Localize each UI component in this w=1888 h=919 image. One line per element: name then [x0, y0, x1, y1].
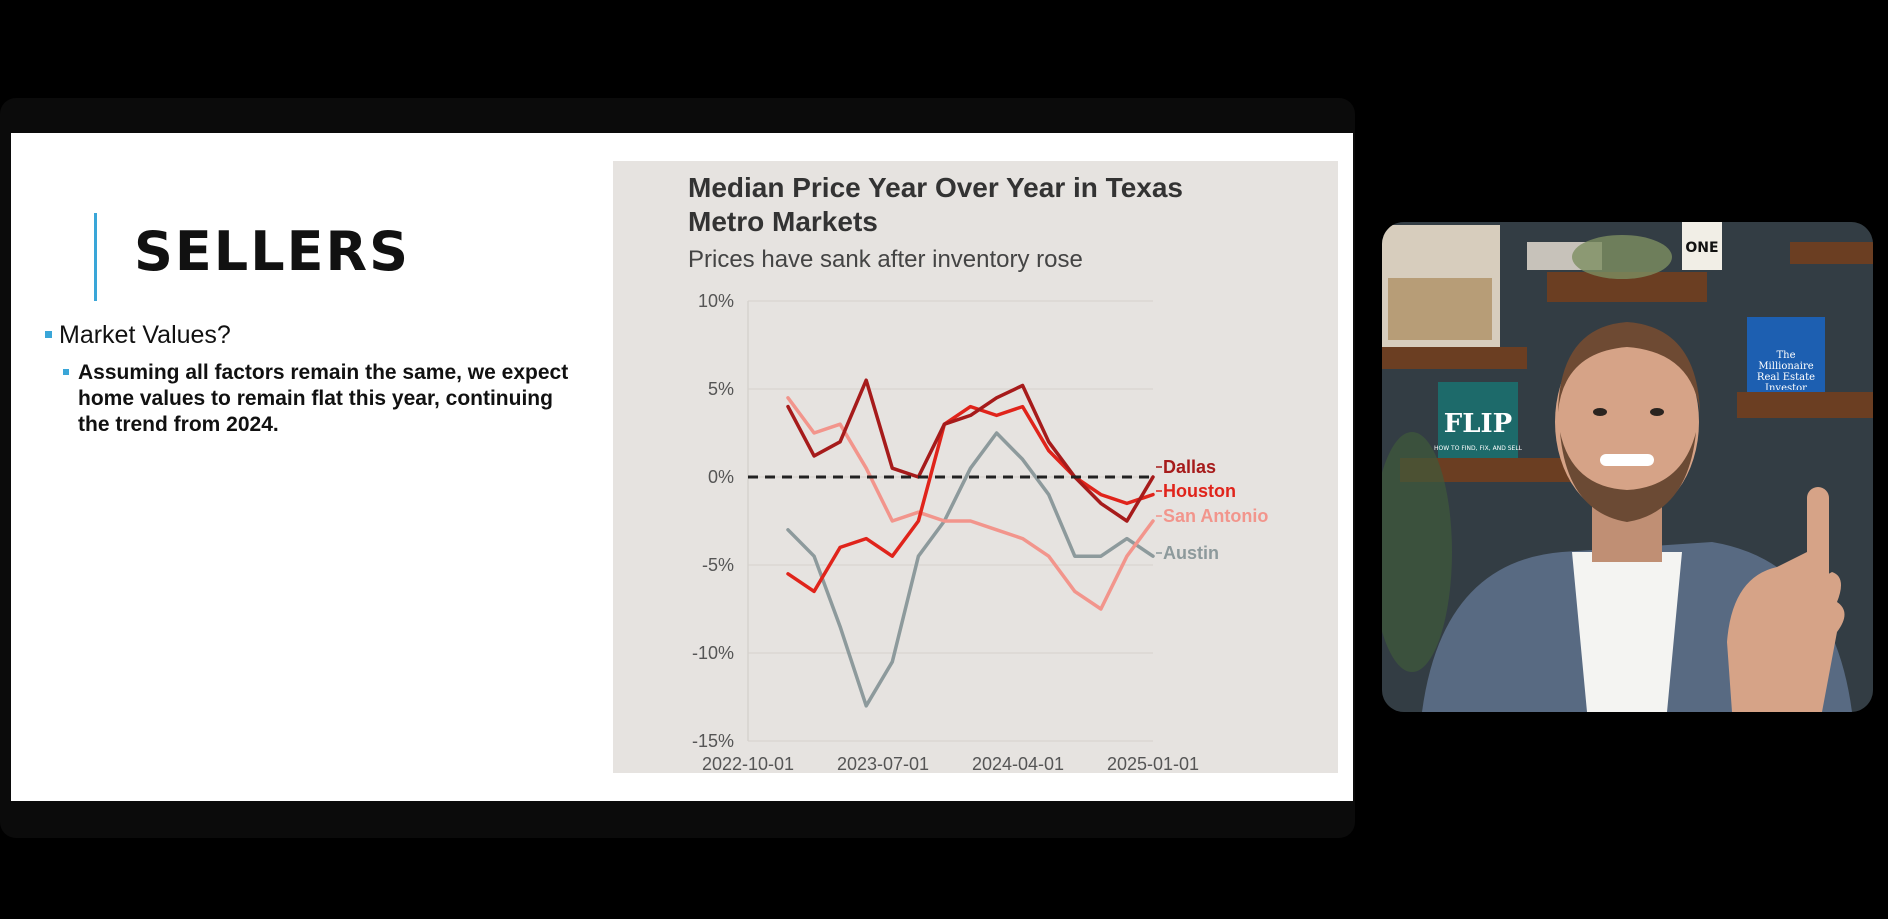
y-tick-label: -5%	[702, 555, 734, 575]
series-label: San Antonio	[1163, 506, 1268, 526]
series-labels: Dallas Houston San Antonio Austin	[1156, 457, 1268, 563]
book-flip-title: FLIP	[1444, 409, 1512, 439]
book-millionaire-title: The Millionaire Real Estate Investor	[1756, 350, 1816, 390]
chart-canvas: Median Price Year Over Year in Texas Met…	[688, 172, 1268, 773]
x-tick-label: 2023-07-01	[837, 754, 929, 773]
series-line-austin	[786, 431, 1155, 708]
bullet-list: Market Values? Assuming all factors rema…	[43, 321, 583, 438]
y-tick-label: 10%	[698, 291, 734, 311]
x-tick-label: 2022-10-01	[702, 754, 794, 773]
plant	[1382, 432, 1452, 672]
series-line-houston	[786, 404, 1155, 594]
book-one	[1682, 222, 1722, 270]
shelf	[1382, 347, 1527, 369]
series-label: Dallas	[1163, 457, 1216, 477]
presenter-beard	[1560, 432, 1696, 522]
y-tick-label: 0%	[708, 467, 734, 487]
y-axis: 10% 5% 0% -5% -10% -15%	[692, 291, 734, 751]
series-label: Houston	[1163, 481, 1236, 501]
bullet-item: Market Values?	[43, 321, 583, 350]
series-line-dallas	[786, 378, 1155, 523]
sub-bullet-text: Assuming all factors remain the same, we…	[78, 361, 569, 436]
slide-title: SELLERS	[134, 220, 410, 283]
chart-title-line-1: Median Price Year Over Year in Texas	[688, 172, 1183, 203]
book-flip	[1438, 382, 1518, 458]
series-line-san-antonio	[786, 396, 1155, 611]
y-tick-label: -15%	[692, 731, 734, 751]
book-flip-subtitle: HOW TO FIND, FIX, AND SELL	[1434, 445, 1523, 452]
book-one-title: ONE	[1685, 240, 1718, 256]
x-tick-label: 2025-01-01	[1107, 754, 1199, 773]
y-tick-label: 5%	[708, 379, 734, 399]
bullet-square-icon	[63, 369, 69, 375]
presenter-hand	[1727, 552, 1845, 712]
presenter-shirt	[1572, 552, 1682, 712]
bullet-square-icon	[45, 331, 52, 338]
presenter-webcam: ONE FLIP HOW TO FIND, FIX, AND SELL The …	[1382, 222, 1873, 712]
bullet-main-text: Market Values?	[59, 321, 231, 349]
chart-grid	[747, 300, 1153, 742]
chart-series	[748, 378, 1155, 708]
title-accent-bar	[94, 213, 97, 301]
presenter-face	[1555, 326, 1699, 518]
x-axis: 2022-10-01 2023-07-01 2024-04-01 2025-01-01	[702, 754, 1199, 773]
shelf	[1790, 242, 1873, 264]
presenter-video-frame: ONE FLIP HOW TO FIND, FIX, AND SELL The …	[1382, 222, 1873, 712]
book-millionaire	[1747, 317, 1825, 392]
line-chart: Median Price Year Over Year in Texas Met…	[613, 161, 1338, 773]
plant	[1572, 235, 1672, 279]
chart-subtitle: Prices have sank after inventory rose	[688, 246, 1083, 273]
sub-bullet-item: Assuming all factors remain the same, we…	[63, 360, 583, 438]
chart-title-line-2: Metro Markets	[688, 206, 878, 237]
shelf	[1737, 392, 1873, 418]
y-tick-label: -10%	[692, 643, 734, 663]
series-label: Austin	[1163, 543, 1219, 563]
x-tick-label: 2024-04-01	[972, 754, 1064, 773]
